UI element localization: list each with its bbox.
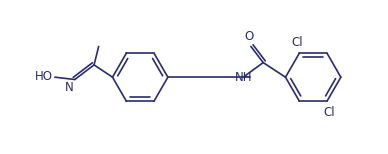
Text: Cl: Cl (323, 106, 335, 119)
Text: NH: NH (234, 71, 252, 84)
Text: Cl: Cl (292, 36, 303, 49)
Text: O: O (244, 30, 254, 43)
Text: HO: HO (35, 70, 53, 83)
Text: N: N (64, 81, 73, 94)
